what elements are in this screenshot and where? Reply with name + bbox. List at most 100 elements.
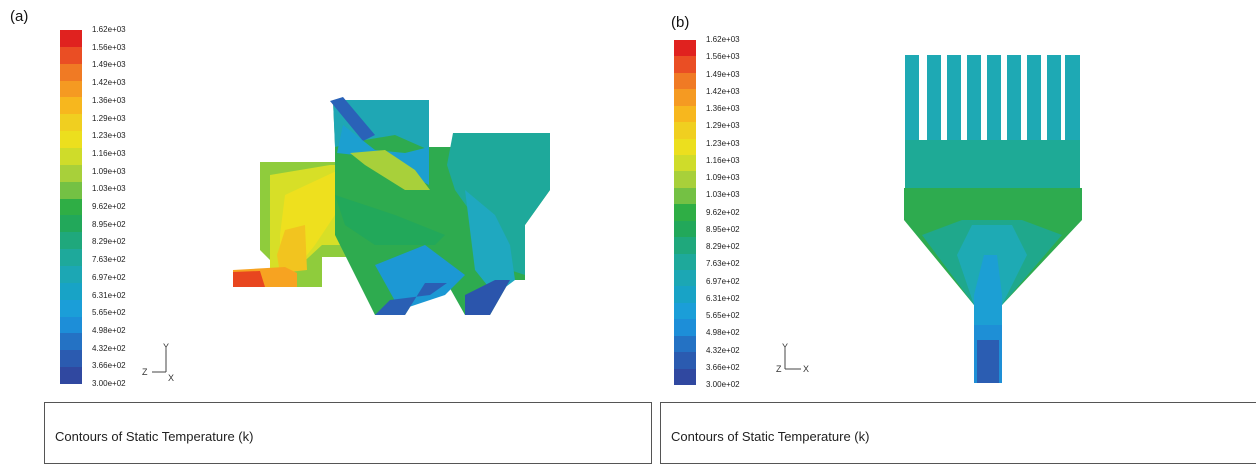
colorbar-swatch: [60, 367, 82, 385]
colorbar-swatch: [674, 352, 696, 370]
colorbar-tick-label: 1.42e+03: [92, 78, 126, 88]
colorbar-tick-label: 9.62e+02: [92, 202, 126, 211]
colorbar-swatch: [674, 237, 696, 255]
colorbar-swatch: [60, 63, 82, 82]
colorbar-tick-label: 1.49e+03: [92, 60, 126, 70]
panel-a-temperature-contour: [233, 97, 550, 315]
panel-b-axis-triad: Y Z X: [773, 342, 813, 382]
colorbar-swatch: [60, 97, 82, 115]
colorbar-tick-label: 1.42e+03: [706, 86, 740, 96]
colorbar-tick-label: 1.09e+03: [92, 166, 126, 176]
colorbar-tick-label: 1.23e+03: [706, 138, 740, 148]
axis-y-label: Y: [782, 342, 789, 352]
colorbar-tick-label: 1.29e+03: [706, 121, 740, 131]
panel-a-caption-box: Contours of Static Temperature (k): [44, 402, 652, 464]
colorbar-swatch: [60, 299, 82, 318]
colorbar-swatch: [60, 232, 82, 250]
axis-x-label: X: [803, 364, 810, 374]
colorbar-swatch: [674, 56, 696, 74]
colorbar-swatch: [674, 368, 696, 386]
panel-b-temperature-contour: [904, 55, 1082, 383]
colorbar-swatch: [674, 187, 696, 205]
colorbar-tick-label: 1.36e+03: [92, 95, 126, 105]
colorbar-swatch: [60, 164, 82, 183]
colorbar-swatch: [674, 138, 696, 156]
colorbar-swatch: [60, 198, 82, 216]
colorbar-swatch: [60, 215, 82, 233]
panel-a-caption: Contours of Static Temperature (k): [55, 429, 254, 444]
colorbar-swatch: [674, 270, 696, 287]
colorbar-swatch: [674, 72, 696, 90]
colorbar-swatch: [674, 171, 696, 189]
colorbar-tick-label: 3.00e+02: [92, 379, 126, 388]
panel-a-label: (a): [10, 8, 29, 25]
colorbar-swatch: [60, 46, 82, 65]
colorbar-swatch: [674, 220, 696, 238]
colorbar-tick-label: 7.63e+02: [92, 255, 126, 265]
colorbar-tick-label: 4.32e+02: [92, 343, 126, 353]
colorbar-tick-label: 8.95e+02: [706, 224, 740, 234]
colorbar-tick-label: 6.97e+02: [92, 272, 126, 282]
colorbar-tick-label: 1.16e+03: [706, 155, 740, 165]
colorbar-tick-label: 1.62e+03: [92, 25, 126, 34]
panel-b-caption-box: Contours of Static Temperature (k): [660, 402, 1256, 464]
colorbar-swatch: [674, 286, 696, 304]
colorbar-swatch: [60, 131, 82, 149]
colorbar-tick-label: 1.36e+03: [706, 104, 740, 113]
colorbar-tick-label: 5.65e+02: [92, 308, 126, 318]
colorbar-tick-label: 1.56e+03: [92, 42, 126, 52]
axis-y-label: Y: [163, 342, 170, 352]
colorbar-swatch: [674, 40, 696, 57]
colorbar-swatch: [60, 350, 82, 368]
colorbar-tick-label: 9.62e+02: [706, 207, 740, 217]
colorbar-tick-label: 1.23e+03: [92, 131, 126, 141]
colorbar-tick-label: 1.03e+03: [706, 190, 740, 200]
colorbar-tick-label: 6.31e+02: [92, 290, 126, 300]
panel-b-label: (b): [671, 14, 690, 31]
colorbar-tick-label: 3.66e+02: [706, 362, 740, 372]
colorbar-tick-label: 1.16e+03: [92, 148, 126, 158]
colorbar-swatch: [60, 80, 82, 98]
axis-z-label: Z: [142, 367, 148, 377]
colorbar-swatch: [60, 316, 82, 334]
colorbar-tick-label: 6.31e+02: [706, 293, 740, 303]
colorbar-tick-label: 1.09e+03: [706, 173, 740, 182]
colorbar-tick-label: 6.97e+02: [706, 276, 740, 286]
colorbar-tick-label: 1.03e+03: [92, 184, 126, 194]
colorbar-tick-label: 1.49e+03: [706, 69, 740, 79]
colorbar-swatch: [60, 30, 82, 48]
colorbar-swatch: [60, 333, 82, 351]
panel-a-axis-triad: Y Z X: [140, 342, 180, 383]
colorbar-tick-label: 3.66e+02: [92, 361, 126, 371]
colorbar-tick-label: 8.29e+02: [92, 237, 126, 247]
colorbar-tick-label: 4.98e+02: [92, 325, 126, 335]
colorbar-swatch: [60, 266, 82, 284]
colorbar-swatch: [674, 155, 696, 172]
colorbar-swatch: [674, 302, 696, 320]
axis-z-label: Z: [776, 364, 782, 374]
colorbar-swatch: [60, 148, 82, 166]
colorbar-tick-label: 1.56e+03: [706, 52, 740, 62]
colorbar-tick-label: 4.32e+02: [706, 345, 740, 355]
colorbar-tick-label: 3.00e+02: [706, 380, 740, 389]
colorbar-swatch: [60, 249, 82, 267]
panel-b-caption: Contours of Static Temperature (k): [671, 429, 870, 444]
colorbar-swatch: [674, 335, 696, 353]
colorbar-tick-label: 1.29e+03: [92, 113, 126, 123]
panel-b-colorbar: 1.62e+03 1.56e+03 1.49e+03 1.42e+03 1.36e+03…: [674, 35, 740, 389]
colorbar-tick-label: 4.98e+02: [706, 328, 740, 338]
colorbar-swatch: [674, 253, 696, 271]
colorbar-swatch: [60, 282, 82, 301]
colorbar-swatch: [60, 181, 82, 200]
colorbar-tick-label: 8.29e+02: [706, 242, 740, 251]
colorbar-swatch: [674, 89, 696, 107]
axis-x-label: X: [168, 373, 175, 383]
colorbar-swatch: [674, 204, 696, 222]
colorbar-swatch: [674, 319, 696, 337]
colorbar-tick-label: 5.65e+02: [706, 311, 740, 320]
colorbar-tick-label: 7.63e+02: [706, 259, 740, 269]
colorbar-swatch: [674, 122, 696, 140]
panel-a-colorbar: 1.62e+03 1.56e+03 1.49e+03 1.42e+03 1.36e+03…: [60, 25, 126, 388]
colorbar-tick-label: 8.95e+02: [92, 219, 126, 229]
colorbar-tick-label: 1.62e+03: [706, 35, 740, 44]
